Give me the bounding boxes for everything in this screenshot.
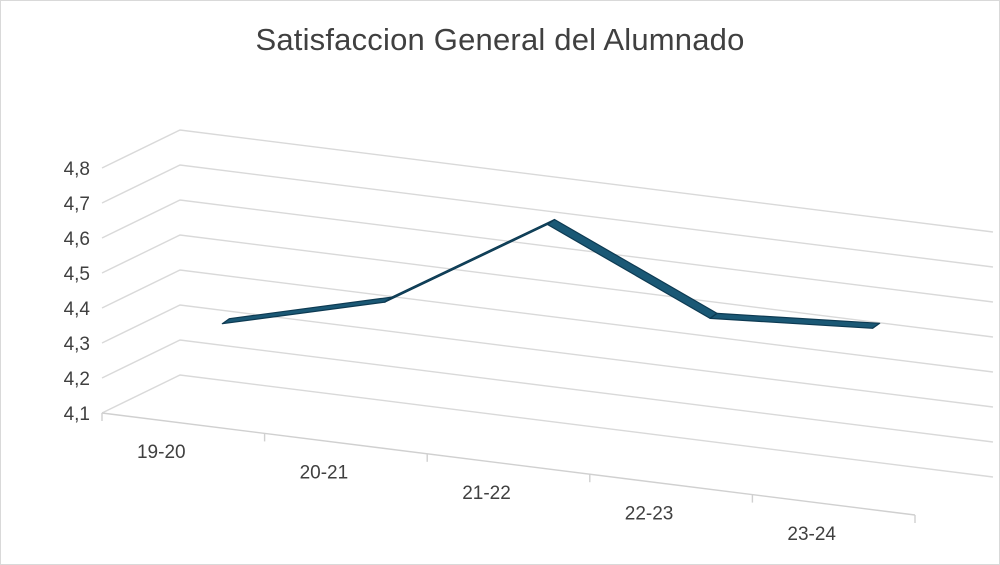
series-segment — [384, 218, 556, 303]
gridline — [101, 199, 994, 303]
y-tick-label: 4,3 — [64, 334, 90, 355]
series-ribbon — [221, 218, 881, 329]
gridline — [101, 129, 994, 233]
series-segment — [221, 296, 393, 325]
x-tick-label: 20-21 — [300, 463, 349, 484]
x-tick-label: 22-23 — [625, 503, 674, 524]
gridline — [101, 164, 994, 268]
gridline — [101, 304, 994, 408]
gridline — [101, 234, 994, 338]
axis-line — [101, 412, 916, 516]
gridline — [101, 374, 994, 478]
x-tick-label: 21-22 — [462, 483, 511, 504]
y-tick-label: 4,7 — [64, 194, 90, 215]
y-tick-label: 4,1 — [64, 404, 90, 425]
gridline — [101, 339, 994, 443]
gridline — [101, 269, 994, 373]
gridlines — [101, 129, 994, 478]
chart-title: Satisfaccion General del Alumnado — [255, 22, 745, 57]
x-tick-label: 23-24 — [787, 524, 836, 545]
category-axis — [101, 412, 916, 523]
y-tick-label: 4,4 — [64, 299, 91, 320]
x-tick-label: 19-20 — [137, 442, 186, 463]
y-tick-label: 4,2 — [64, 369, 90, 390]
y-axis-tick-labels: 4,1 4,2 4,3 4,4 4,5 4,6 4,7 4,8 — [64, 159, 91, 425]
y-tick-label: 4,5 — [64, 264, 90, 285]
y-tick-label: 4,8 — [64, 159, 90, 180]
x-axis-tick-labels: 19-20 20-21 21-22 22-23 23-24 — [137, 442, 836, 545]
series-segment — [709, 312, 881, 329]
series-segment — [546, 218, 718, 319]
y-tick-label: 4,6 — [64, 229, 90, 250]
